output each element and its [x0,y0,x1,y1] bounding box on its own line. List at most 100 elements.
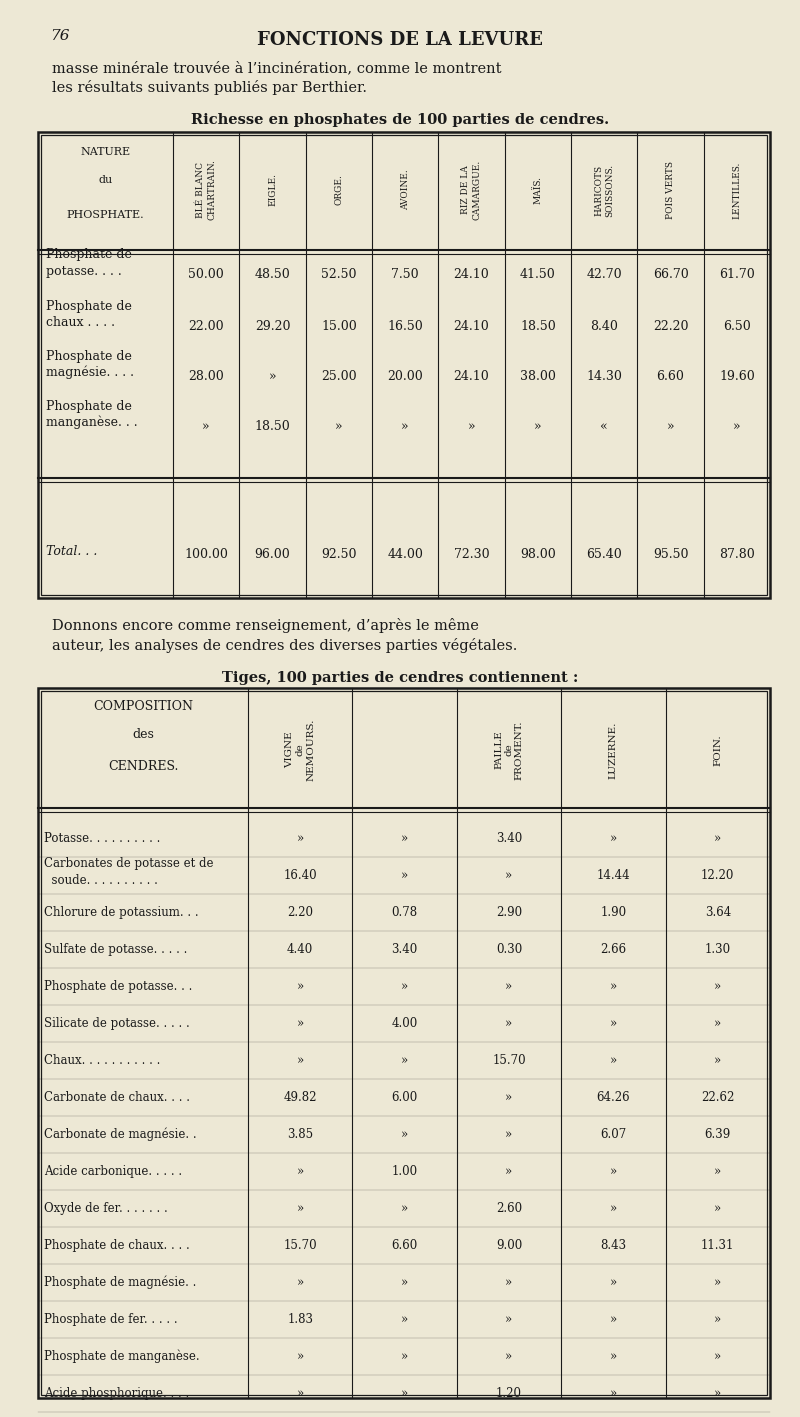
Text: 42.70: 42.70 [586,268,622,282]
Text: »: » [269,370,276,383]
Text: Tiges, 100 parties de cendres contiennent :: Tiges, 100 parties de cendres contiennen… [222,672,578,684]
Text: »: » [506,869,513,881]
Text: NATURE: NATURE [81,147,130,157]
Text: Carbonate de chaux. . . .: Carbonate de chaux. . . . [44,1091,190,1104]
Text: »: » [610,1165,617,1178]
Text: 49.82: 49.82 [283,1091,317,1104]
Text: AVOINE.: AVOINE. [401,170,410,210]
Text: »: » [401,1314,408,1326]
Text: 18.50: 18.50 [520,319,556,333]
Text: 6.39: 6.39 [705,1128,731,1141]
Text: 87.80: 87.80 [719,548,754,561]
Text: »: » [401,1128,408,1141]
Text: 6.60: 6.60 [391,1238,418,1253]
Text: CENDRES.: CENDRES. [108,760,178,774]
Text: Sulfate de potasse. . . . .: Sulfate de potasse. . . . . [44,942,187,956]
Text: »: » [714,1017,722,1030]
Text: Phosphate de: Phosphate de [46,248,132,261]
Text: auteur, les analyses de cendres des diverses parties végétales.: auteur, les analyses de cendres des dive… [52,638,518,653]
Text: »: » [506,1314,513,1326]
Text: 95.50: 95.50 [653,548,688,561]
Text: »: » [401,1275,408,1289]
Text: 16.40: 16.40 [283,869,317,881]
Text: 11.31: 11.31 [701,1238,734,1253]
Text: 50.00: 50.00 [188,268,224,282]
Text: 29.20: 29.20 [254,319,290,333]
Text: 8.40: 8.40 [590,319,618,333]
Text: 24.10: 24.10 [454,268,490,282]
Text: RIZ DE LA
CAMARGUE.: RIZ DE LA CAMARGUE. [462,160,482,220]
Text: masse minérale trouvée à l’incinération, comme le montrent: masse minérale trouvée à l’incinération,… [52,61,502,75]
Text: »: » [335,419,342,432]
Text: 76: 76 [50,28,70,43]
Text: »: » [202,419,210,432]
Text: 6.00: 6.00 [391,1091,418,1104]
Text: »: » [468,419,475,432]
Text: 72.30: 72.30 [454,548,490,561]
Text: des: des [132,728,154,741]
Text: Acide carbonique. . . . .: Acide carbonique. . . . . [44,1165,182,1178]
Text: magnésie. . . .: magnésie. . . . [46,366,134,378]
Text: Chaux. . . . . . . . . . .: Chaux. . . . . . . . . . . [44,1054,160,1067]
Text: 4.00: 4.00 [391,1017,418,1030]
Text: chaux . . . .: chaux . . . . [46,316,115,329]
Text: 2.20: 2.20 [287,905,314,920]
Text: manganèse. . .: manganèse. . . [46,415,138,429]
Text: »: » [714,832,722,845]
Text: 3.64: 3.64 [705,905,731,920]
Text: »: » [610,1314,617,1326]
Text: «: « [600,419,608,432]
Text: 2.60: 2.60 [496,1202,522,1214]
Text: 4.40: 4.40 [287,942,314,956]
Text: 1.90: 1.90 [600,905,626,920]
Text: »: » [610,832,617,845]
Text: »: » [402,419,409,432]
Text: 44.00: 44.00 [387,548,423,561]
Bar [41,691,767,1394]
Text: »: » [714,1054,722,1067]
Text: »: » [401,1202,408,1214]
Text: 3.40: 3.40 [391,942,418,956]
Text: Potasse. . . . . . . . . .: Potasse. . . . . . . . . . [44,832,160,845]
Text: 9.00: 9.00 [496,1238,522,1253]
Text: du: du [98,176,113,186]
Text: 12.20: 12.20 [701,869,734,881]
Text: soude. . . . . . . . . .: soude. . . . . . . . . . [44,873,158,887]
Text: 98.00: 98.00 [520,548,556,561]
Text: »: » [714,1387,722,1400]
Text: Richesse en phosphates de 100 parties de cendres.: Richesse en phosphates de 100 parties de… [191,113,609,128]
Text: »: » [666,419,674,432]
Text: 14.30: 14.30 [586,370,622,383]
Text: 1.00: 1.00 [391,1165,418,1178]
Text: 16.50: 16.50 [387,319,423,333]
Text: »: » [714,981,722,993]
Text: »: » [733,419,741,432]
Bar [38,132,770,598]
Text: Carbonate de magnésie. .: Carbonate de magnésie. . [44,1128,197,1141]
Text: »: » [297,1165,304,1178]
Text: 6.60: 6.60 [657,370,685,383]
Text: 100.00: 100.00 [184,548,228,561]
Text: Phosphate de manganèse.: Phosphate de manganèse. [44,1350,200,1363]
Text: LENTILLES.: LENTILLES. [732,162,742,218]
Text: PHOSPHATE.: PHOSPHATE. [66,210,144,220]
Text: VIGNE
de
NEMOURS.: VIGNE de NEMOURS. [286,718,315,781]
Text: »: » [401,869,408,881]
Text: »: » [714,1350,722,1363]
Text: »: » [714,1275,722,1289]
Text: »: » [506,1350,513,1363]
Bar [38,689,770,1399]
Text: 96.00: 96.00 [254,548,290,561]
Text: Silicate de potasse. . . . .: Silicate de potasse. . . . . [44,1017,190,1030]
Text: »: » [297,1202,304,1214]
Text: MAÏS.: MAÏS. [534,176,542,204]
Text: »: » [610,981,617,993]
Text: FOIN.: FOIN. [714,734,722,765]
Text: 6.50: 6.50 [723,319,750,333]
Text: »: » [297,1387,304,1400]
Text: »: » [714,1165,722,1178]
Text: 3.85: 3.85 [287,1128,314,1141]
Text: Phosphate de magnésie. .: Phosphate de magnésie. . [44,1275,196,1289]
Text: »: » [506,981,513,993]
Text: »: » [401,981,408,993]
